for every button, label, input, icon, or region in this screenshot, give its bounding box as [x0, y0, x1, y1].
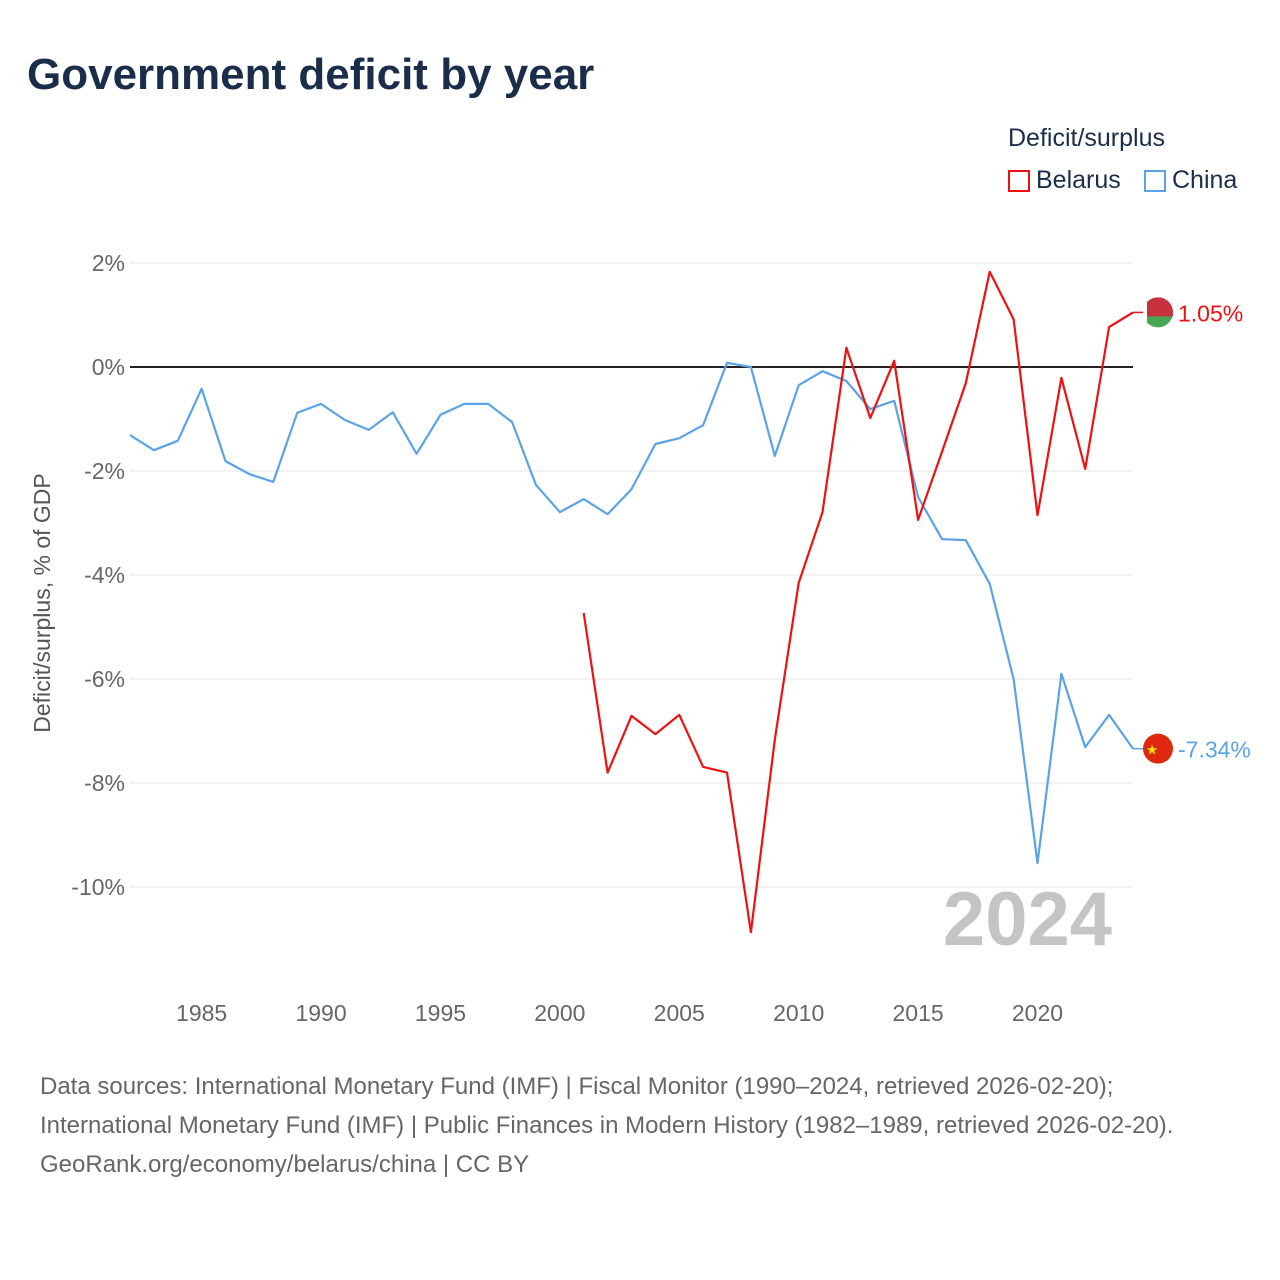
x-tick-label: 2020 [1012, 1000, 1063, 1026]
y-tick-label: -4% [84, 562, 125, 588]
y-tick-label: -2% [84, 458, 125, 484]
y-tick-label: -10% [71, 874, 125, 900]
y-tick-label: -6% [84, 666, 125, 692]
x-tick-label: 1990 [295, 1000, 346, 1026]
x-tick-label: 1995 [415, 1000, 466, 1026]
y-tick-label: 2% [92, 250, 125, 276]
attribution-link[interactable]: GeoRank.org/economy/belarus/china | CC B… [40, 1151, 530, 1178]
legend-title: Deficit/surplus [1008, 124, 1165, 152]
x-tick-label: 1985 [176, 1000, 227, 1026]
chart-title: Government deficit by year [27, 50, 595, 99]
belarus-flag-ornament [1143, 300, 1147, 325]
legend-item-belarus[interactable]: Belarus [1008, 166, 1121, 195]
end-value-label: -7.34% [1178, 737, 1251, 763]
legend-swatch-china [1144, 169, 1166, 192]
series-line-belarus [582, 270, 1134, 934]
series-line-china [129, 361, 1134, 865]
end-value-label: 1.05% [1178, 300, 1243, 326]
y-axis-label: Deficit/surplus, % of GDP [29, 473, 55, 732]
x-tick-label: 2010 [773, 1000, 824, 1026]
line-chart: 2% 0% -2% -4% -6% -8% -10% 1985 1990 1995 2000 2005… [29, 250, 1251, 1026]
x-tick-label: 2000 [534, 1000, 585, 1026]
legend-label: Belarus [1036, 166, 1121, 194]
y-tick-label: 0% [92, 354, 125, 380]
data-sources-text: Data sources: International Monetary Fun… [40, 1073, 1174, 1139]
x-tick-label: 2015 [892, 1000, 943, 1026]
belarus-flag-red [1143, 297, 1173, 317]
legend-swatch-belarus [1008, 169, 1030, 192]
x-tick-label: 2005 [654, 1000, 705, 1026]
y-tick-label: -8% [84, 770, 125, 796]
legend-label: China [1172, 166, 1238, 194]
legend-item-china[interactable]: China [1144, 166, 1237, 195]
china-flag-icon [1143, 733, 1173, 764]
sources: Data sources: International Monetary Fun… [40, 1067, 1240, 1184]
china-flag-star: ★ [1146, 742, 1159, 758]
year-watermark: 2024 [943, 877, 1112, 962]
